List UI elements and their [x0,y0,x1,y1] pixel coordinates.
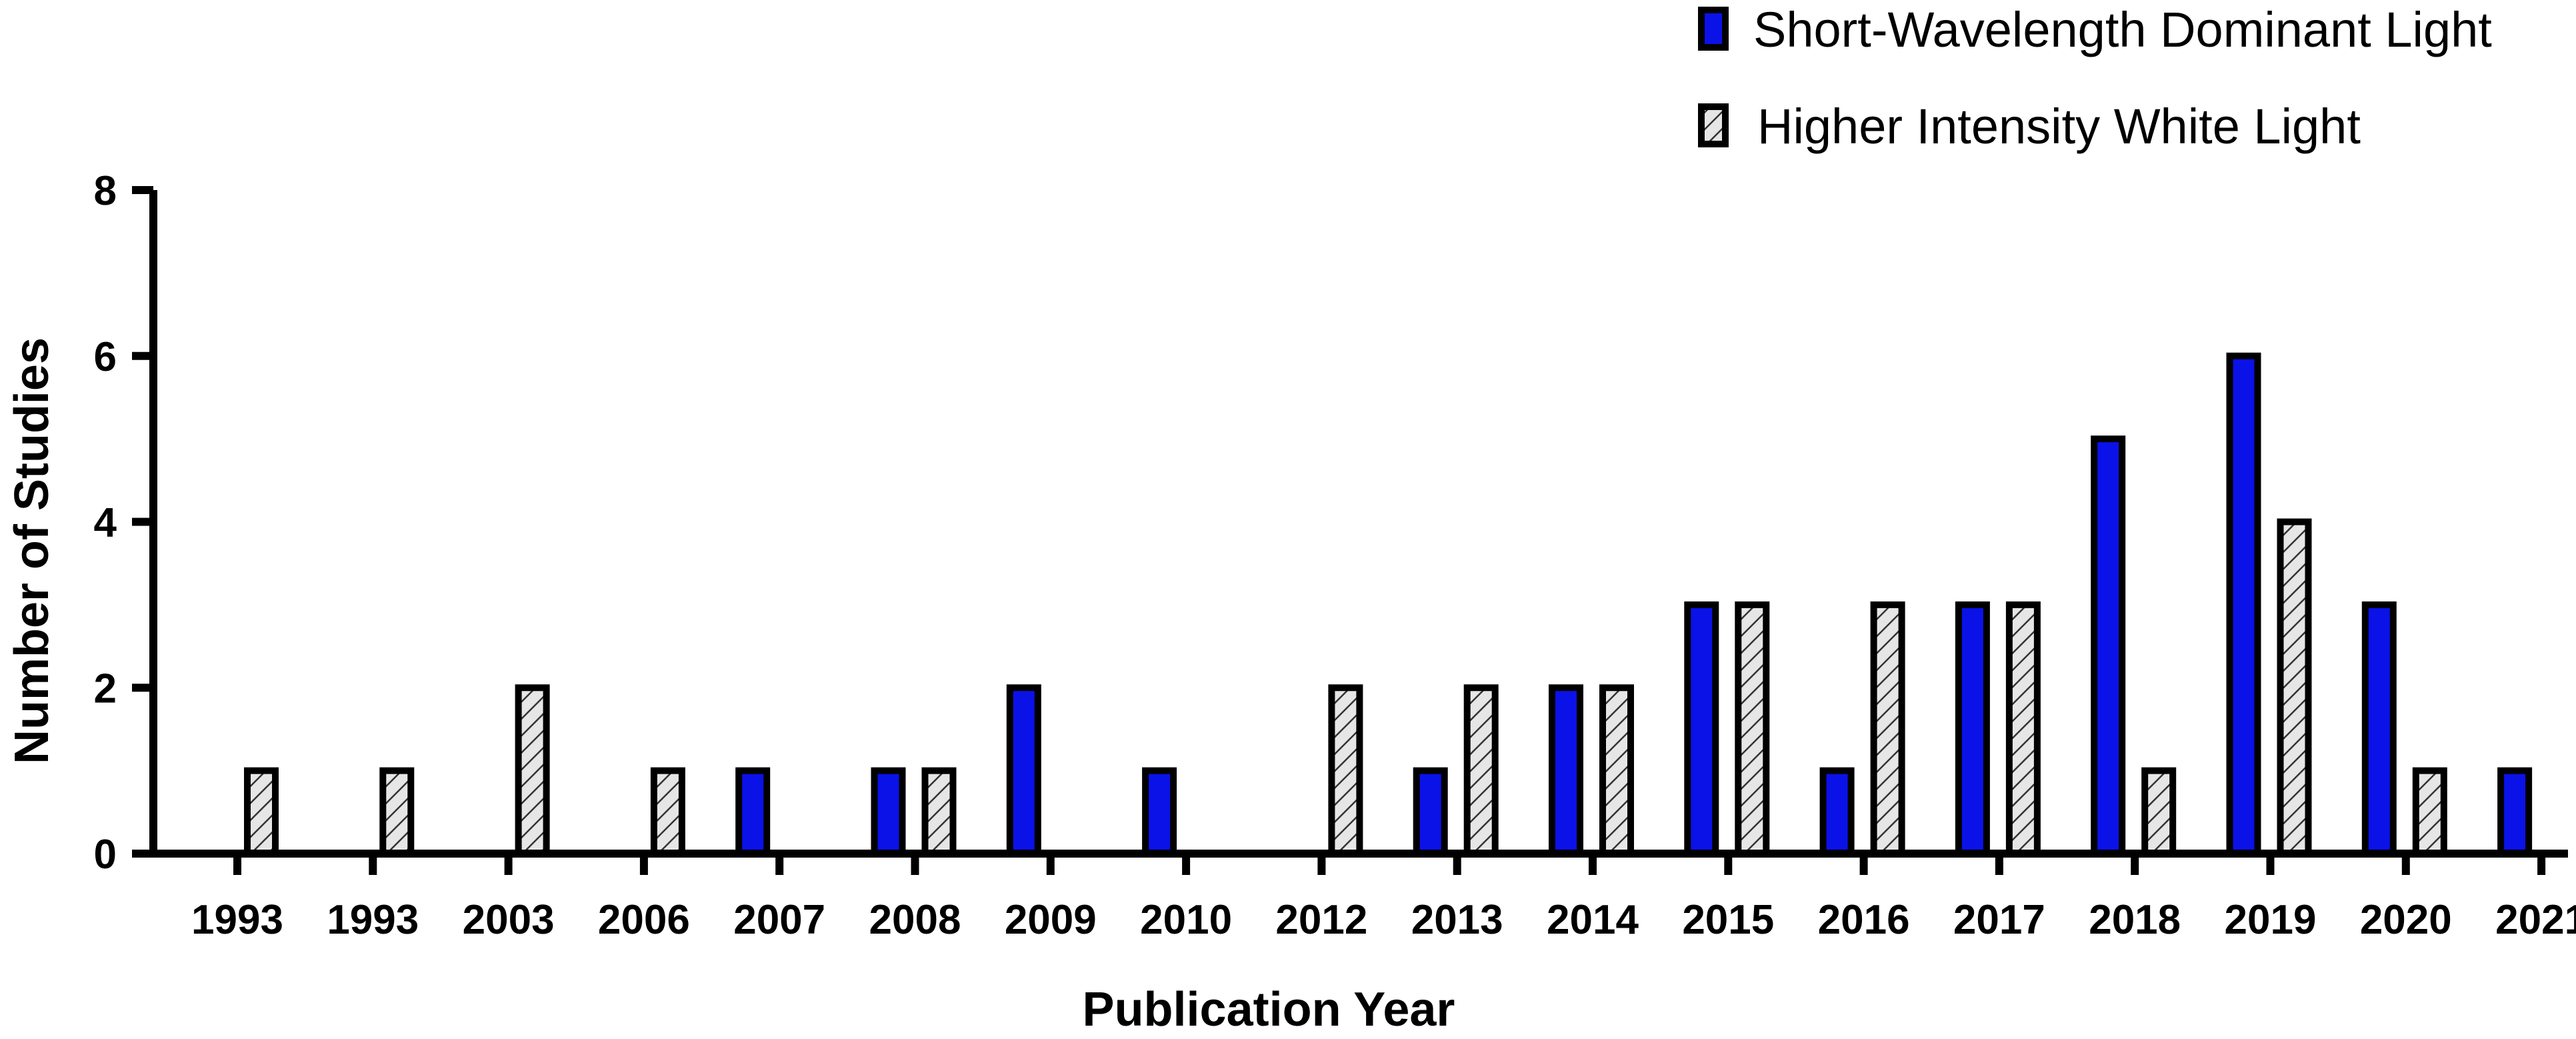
bar-higher-intensity [1870,601,1905,857]
x-tick-label: 2020 [2360,897,2452,943]
bars [244,352,2533,857]
legend-swatch-short-wavelength [1698,7,1729,51]
legend-swatch-higher-intensity [1698,103,1729,147]
x-tick-label: 1993 [191,897,283,943]
x-tick-label: 2019 [2225,897,2317,943]
bar-higher-intensity [1463,684,1499,857]
y-tick-label: 2 [94,666,117,712]
x-tick-label: 1993 [327,897,419,943]
bar-short-wavelength [1684,601,1719,857]
bar-higher-intensity [2277,518,2312,857]
y-axis: 0 2 4 6 8 [94,168,153,878]
x-tick-label: 2021 [2495,897,2576,943]
bar-higher-intensity [2412,767,2447,857]
x-axis: 1993 1993 2003 2006 2007 2008 2009 2010 2012 2013… [191,854,2576,943]
x-tick-label: 2013 [1411,897,1503,943]
y-axis-title: Number of Studies [5,337,59,764]
bar-higher-intensity [2141,767,2177,857]
legend: Short-Wavelength Dominant Light Higher I… [1698,2,2492,154]
bar-short-wavelength [1549,684,1583,857]
bar-short-wavelength [2361,601,2397,857]
bar-higher-intensity [244,767,279,857]
bar-higher-intensity [2005,601,2041,857]
x-tick-label: 2014 [1547,897,1639,943]
x-axis-title: Publication Year [1083,983,1455,1036]
bar-short-wavelength [2091,435,2126,857]
bar-higher-intensity [515,684,550,857]
bar-short-wavelength [2226,352,2261,857]
x-tick-label: 2008 [869,897,961,943]
bar-short-wavelength [1142,767,1177,857]
bar-short-wavelength [1955,601,1990,857]
y-tick-label: 0 [94,832,117,878]
bar-short-wavelength [1006,684,1041,857]
y-tick-label: 6 [94,334,117,380]
bar-higher-intensity [1599,684,1634,857]
x-tick-label: 2015 [1682,897,1774,943]
bar-short-wavelength [1819,767,1855,857]
x-tick-label: 2010 [1140,897,1232,943]
legend-label-short-wavelength: Short-Wavelength Dominant Light [1753,2,2492,57]
y-tick-label: 8 [94,168,117,214]
bar-higher-intensity [1328,684,1363,857]
x-tick-label: 2018 [2089,897,2181,943]
bar-higher-intensity [650,767,685,857]
x-tick-label: 2007 [733,897,825,943]
bar-higher-intensity [1735,601,1770,857]
bar-short-wavelength [735,767,771,857]
bar-higher-intensity [379,767,415,857]
bar-higher-intensity [921,767,957,857]
x-tick-label: 2016 [1818,897,1910,943]
y-tick-label: 4 [94,500,117,546]
x-tick-label: 2003 [463,897,555,943]
x-tick-label: 2012 [1275,897,1367,943]
legend-label-higher-intensity: Higher Intensity White Light [1757,99,2361,154]
x-tick-label: 2009 [1005,897,1097,943]
x-tick-label: 2006 [598,897,690,943]
bar-short-wavelength [871,767,906,857]
x-tick-label: 2017 [1953,897,2045,943]
bar-short-wavelength [2497,767,2533,857]
bar-short-wavelength [1413,767,1448,857]
